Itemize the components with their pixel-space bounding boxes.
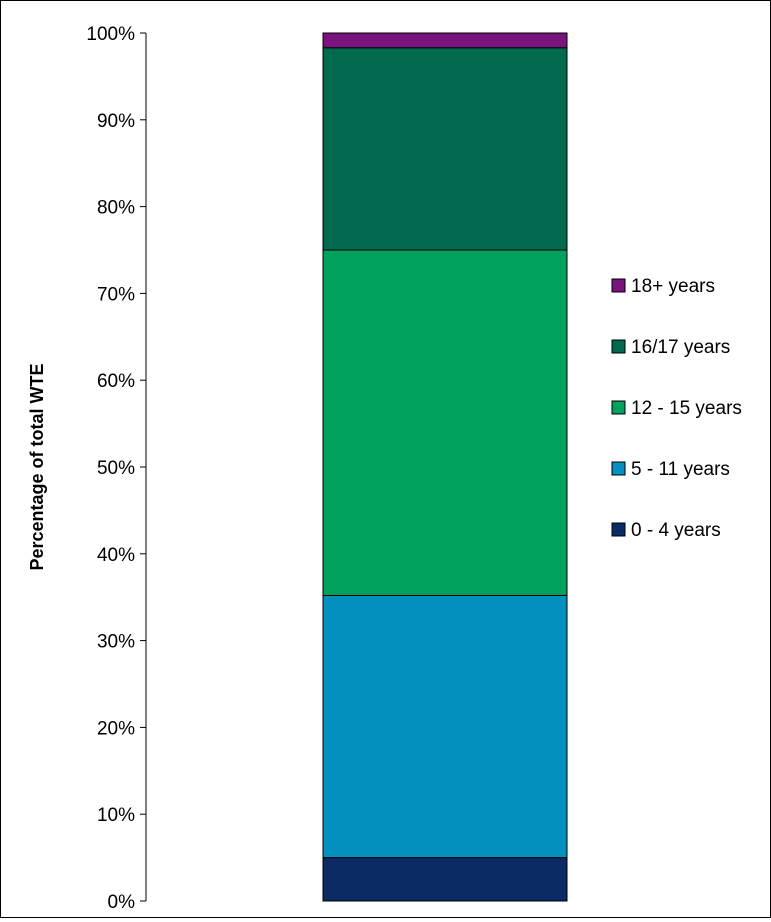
legend-item: 5 - 11 years — [611, 459, 730, 480]
y-tick-label: 100% — [86, 24, 135, 45]
legend-label: 12 - 15 years — [631, 398, 742, 419]
bar-segment-12-15-years — [322, 249, 568, 596]
y-tick-label: 0% — [108, 892, 136, 913]
y-tick-label: 60% — [97, 371, 135, 392]
y-tick-label: 10% — [97, 805, 135, 826]
y-axis: 0% 10% 20% 30% 40% 50% 60% 70% 80% 90% 100% — [86, 24, 147, 913]
y-tick-label: 90% — [97, 111, 135, 132]
legend-swatch — [611, 339, 626, 354]
legend-label: 5 - 11 years — [631, 459, 730, 480]
bar-segments — [322, 32, 568, 902]
y-tick-label: 40% — [97, 545, 135, 566]
legend-item: 0 - 4 years — [611, 520, 721, 541]
legend-item: 18+ years — [611, 276, 715, 297]
bar-segment-18-years — [322, 32, 568, 49]
y-tick-label: 50% — [97, 458, 135, 479]
legend-item: 16/17 years — [611, 337, 730, 358]
legend-swatch — [611, 522, 626, 537]
bar-segment-0-4-years — [322, 857, 568, 902]
y-axis-label: Percentage of total WTE — [27, 363, 47, 570]
bar-segment-5-11-years — [322, 594, 568, 859]
y-tick-label: 80% — [97, 198, 135, 219]
y-tick-label: 70% — [97, 284, 135, 305]
y-ticks: 0% 10% 20% 30% 40% 50% 60% 70% 80% 90% 100% — [86, 24, 146, 913]
legend-label: 18+ years — [631, 276, 715, 297]
legend: 18+ years 16/17 years 12 - 15 years 5 - 11 … — [611, 276, 742, 541]
legend-swatch — [611, 400, 626, 415]
bar-segment-16-17-years — [322, 47, 568, 251]
y-tick-label: 20% — [97, 718, 135, 739]
legend-label: 16/17 years — [631, 337, 730, 358]
legend-item: 12 - 15 years — [611, 398, 742, 419]
legend-swatch — [611, 461, 626, 476]
legend-label: 0 - 4 years — [631, 520, 721, 541]
legend-swatch — [611, 278, 626, 293]
y-tick-label: 30% — [97, 632, 135, 653]
